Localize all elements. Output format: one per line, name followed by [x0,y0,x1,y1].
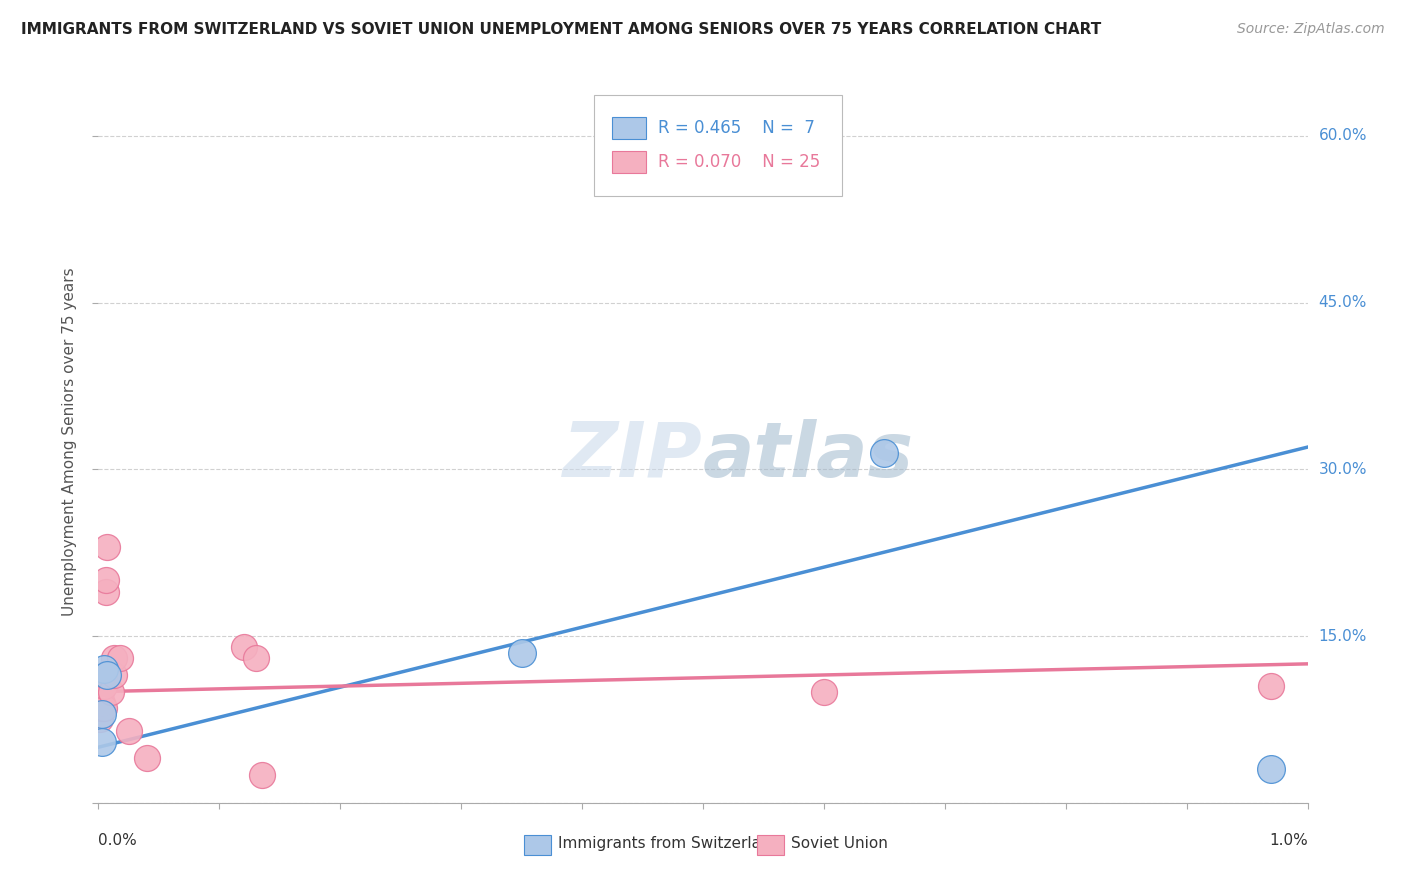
Text: 30.0%: 30.0% [1319,462,1367,477]
Point [91,679,114,693]
Point [245,651,267,665]
Point [873,445,896,459]
Point [108,651,131,665]
Point [89,696,111,710]
Point [135,751,157,765]
Text: atlas: atlas [703,419,914,493]
Point [510,646,533,660]
Point [93,679,115,693]
Point [94,584,117,599]
Point [89,684,111,698]
Text: Soviet Union: Soviet Union [792,837,889,852]
FancyBboxPatch shape [524,835,551,855]
FancyBboxPatch shape [758,835,785,855]
Point [94,574,117,588]
Point [232,640,254,655]
Point [250,768,273,782]
Text: R = 0.070    N = 25: R = 0.070 N = 25 [658,153,821,171]
Point [93,662,115,676]
Point [813,684,835,698]
Y-axis label: Unemployment Among Seniors over 75 years: Unemployment Among Seniors over 75 years [62,268,77,615]
Point [91,734,114,748]
Point [91,673,114,688]
Point [93,701,115,715]
Text: R = 0.465    N =  7: R = 0.465 N = 7 [658,119,815,137]
Point [118,723,141,738]
Point [103,651,125,665]
Point [91,696,114,710]
FancyBboxPatch shape [613,117,647,139]
Point [1260,679,1282,693]
Text: ZIP: ZIP [564,419,703,493]
Text: Immigrants from Switzerland: Immigrants from Switzerland [558,837,780,852]
Text: IMMIGRANTS FROM SWITZERLAND VS SOVIET UNION UNEMPLOYMENT AMONG SENIORS OVER 75 Y: IMMIGRANTS FROM SWITZERLAND VS SOVIET UN… [21,22,1101,37]
Text: 15.0%: 15.0% [1319,629,1367,643]
Point [90,684,112,698]
FancyBboxPatch shape [613,151,647,173]
Text: 60.0%: 60.0% [1319,128,1367,144]
Text: 1.0%: 1.0% [1268,833,1308,848]
FancyBboxPatch shape [595,95,842,196]
Point [96,540,118,554]
Point [93,668,115,682]
Point [100,684,122,698]
Point [91,706,114,721]
Text: 45.0%: 45.0% [1319,295,1367,310]
Point [89,713,111,727]
Text: Source: ZipAtlas.com: Source: ZipAtlas.com [1237,22,1385,37]
Point [90,701,112,715]
Text: 0.0%: 0.0% [98,833,138,848]
Point [1260,763,1282,777]
Point [103,668,125,682]
Point [96,668,118,682]
